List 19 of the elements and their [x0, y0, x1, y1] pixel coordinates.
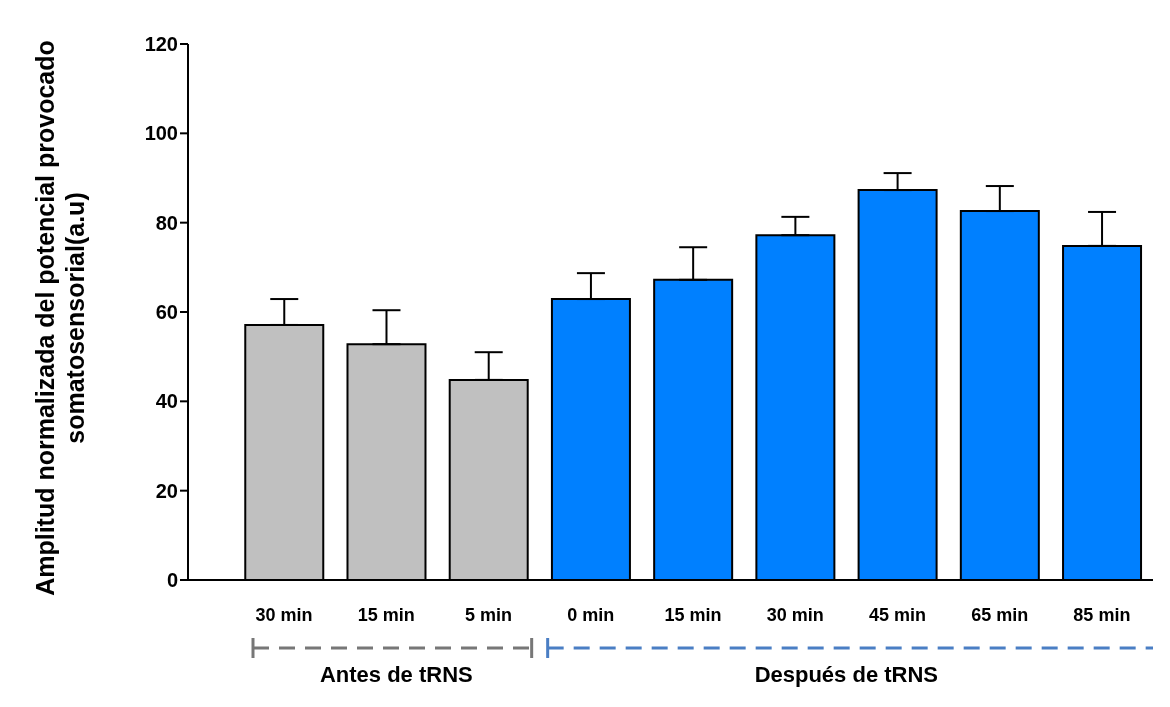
y-tick-label: 80 [155, 211, 178, 234]
y-tick-label: 20 [155, 479, 178, 502]
x-tick-label: 85 min [1073, 604, 1131, 625]
text: Después de tRNS [754, 662, 939, 688]
x-tick-label: 0 min [567, 604, 615, 625]
y-tick-label: 120 [144, 33, 178, 56]
x-tick-label: 15 min [664, 604, 722, 625]
y-tick-label: 100 [144, 122, 178, 145]
x-tick-label: 30 min [255, 604, 313, 625]
x-tick-label: 45 min [868, 604, 926, 625]
text: Antes de tRNS [319, 662, 473, 688]
x-tick-label: 5 min [465, 604, 513, 625]
x-tick-label: 65 min [971, 604, 1029, 625]
y-tick-label: 0 [166, 569, 178, 592]
y-tick-label: 60 [155, 301, 178, 324]
y-tick-label: 40 [155, 390, 178, 413]
y-axis-title: Amplitud normalizada del potencial provocado somatosensorial(a.u) [30, 39, 90, 598]
x-tick-label: 15 min [357, 604, 415, 625]
x-tick-label: 30 min [766, 604, 824, 625]
